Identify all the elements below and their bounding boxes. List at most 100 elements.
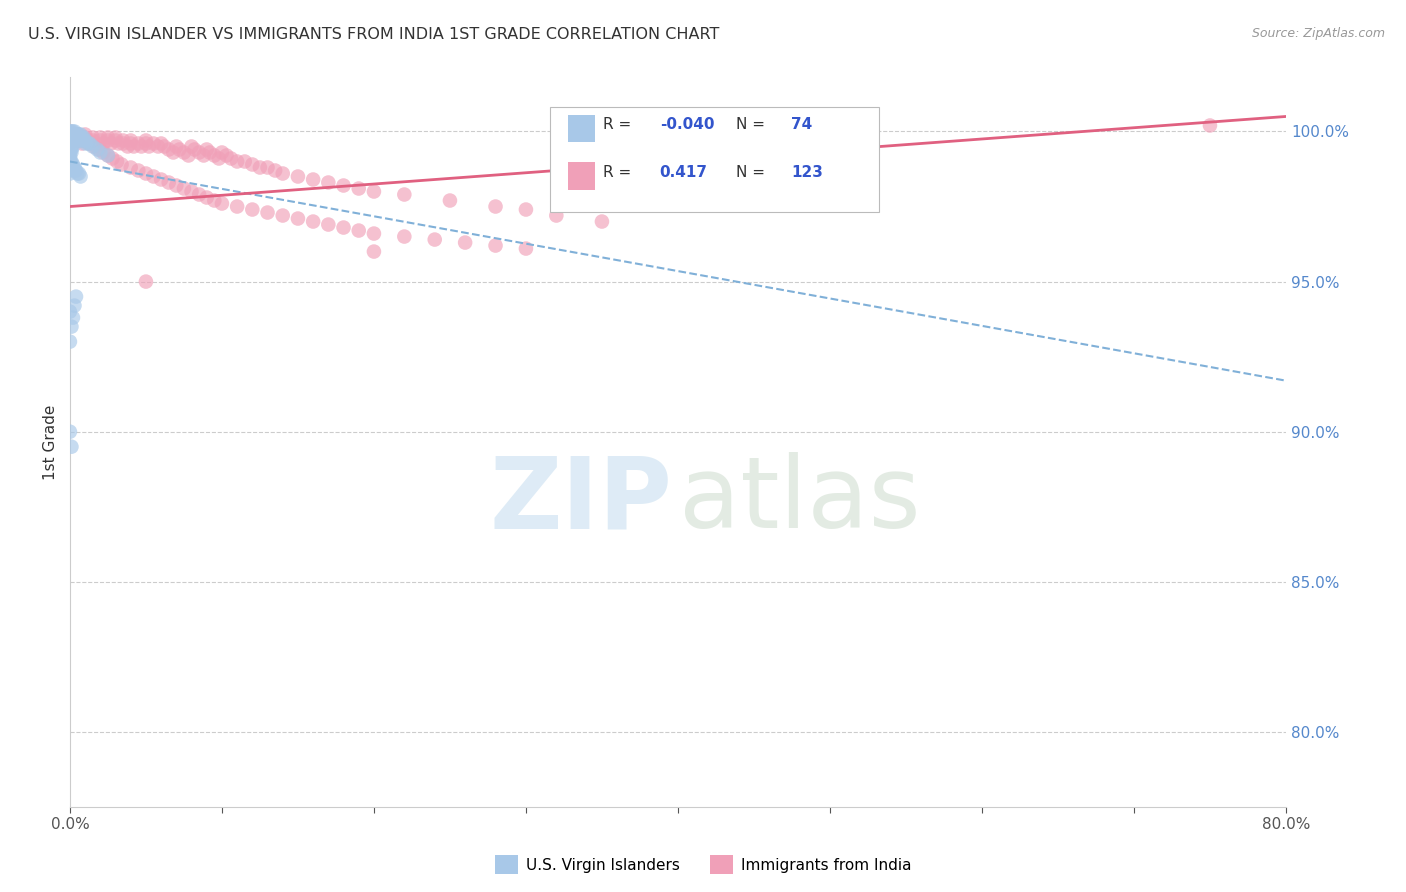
- Point: [180, 139, 202, 153]
- Point: [233, 154, 256, 169]
- Point: [110, 157, 132, 171]
- Point: [66, 128, 89, 142]
- Point: [59, 148, 82, 162]
- Point: [226, 200, 249, 214]
- Point: [82, 130, 104, 145]
- Text: N =: N =: [737, 165, 770, 180]
- Point: [66, 130, 89, 145]
- Point: [264, 163, 287, 178]
- Text: N =: N =: [737, 118, 770, 132]
- Point: [150, 136, 173, 151]
- Point: [198, 145, 221, 160]
- Point: [63, 133, 86, 147]
- Point: [59, 136, 82, 151]
- Point: [195, 190, 218, 204]
- Point: [59, 136, 82, 151]
- Point: [97, 133, 120, 147]
- Point: [394, 187, 416, 202]
- Point: [62, 124, 84, 138]
- Point: [66, 130, 89, 145]
- Point: [83, 139, 105, 153]
- Point: [135, 167, 157, 181]
- Point: [62, 128, 84, 142]
- Point: [75, 128, 97, 142]
- Point: [75, 136, 97, 151]
- Text: atlas: atlas: [679, 452, 921, 549]
- Point: [62, 130, 84, 145]
- Point: [60, 319, 83, 334]
- Point: [165, 178, 187, 193]
- Point: [59, 304, 82, 318]
- Point: [318, 218, 340, 232]
- Point: [72, 130, 94, 145]
- Point: [75, 133, 97, 147]
- Point: [394, 229, 416, 244]
- Point: [515, 202, 537, 217]
- Point: [62, 133, 84, 147]
- Point: [347, 223, 370, 237]
- Point: [59, 154, 82, 169]
- Point: [271, 209, 294, 223]
- Point: [135, 133, 157, 147]
- Point: [75, 130, 97, 145]
- Point: [66, 128, 89, 142]
- Point: [60, 143, 83, 157]
- Point: [302, 214, 325, 228]
- Point: [89, 130, 111, 145]
- Point: [69, 130, 91, 145]
- Point: [591, 214, 613, 228]
- Point: [77, 133, 100, 147]
- Point: [112, 133, 135, 147]
- Point: [62, 310, 84, 325]
- Text: 74: 74: [792, 118, 813, 132]
- Point: [77, 136, 100, 151]
- Point: [150, 172, 173, 186]
- Point: [82, 133, 104, 147]
- Point: [180, 185, 202, 199]
- Point: [215, 148, 238, 162]
- Point: [63, 163, 86, 178]
- Point: [65, 133, 87, 147]
- Point: [169, 143, 191, 157]
- Point: [69, 133, 91, 147]
- Point: [63, 128, 86, 142]
- Bar: [568, 115, 595, 143]
- Point: [59, 139, 82, 153]
- Point: [127, 163, 149, 178]
- Point: [423, 233, 446, 247]
- Point: [70, 133, 93, 147]
- Point: [59, 161, 82, 175]
- Point: [79, 136, 101, 151]
- Point: [240, 157, 263, 171]
- Point: [59, 133, 82, 147]
- Point: [60, 128, 83, 142]
- Point: [347, 181, 370, 195]
- Point: [60, 145, 83, 160]
- Point: [256, 205, 278, 219]
- Point: [69, 169, 91, 184]
- Point: [1199, 119, 1222, 133]
- Point: [112, 136, 135, 151]
- Point: [65, 128, 87, 142]
- Point: [439, 194, 461, 208]
- Point: [120, 133, 142, 147]
- Point: [60, 133, 83, 147]
- Point: [63, 299, 86, 313]
- Point: [173, 145, 195, 160]
- Point: [195, 143, 218, 157]
- Point: [63, 124, 86, 138]
- Point: [142, 136, 165, 151]
- Point: [65, 130, 87, 145]
- Point: [131, 139, 153, 153]
- Point: [188, 145, 211, 160]
- Point: [100, 136, 122, 151]
- Point: [146, 139, 169, 153]
- Point: [70, 130, 93, 145]
- Point: [60, 440, 83, 454]
- Point: [117, 139, 139, 153]
- Point: [59, 143, 82, 157]
- Point: [89, 133, 111, 147]
- Point: [226, 154, 249, 169]
- Point: [59, 334, 82, 349]
- Point: [60, 161, 83, 175]
